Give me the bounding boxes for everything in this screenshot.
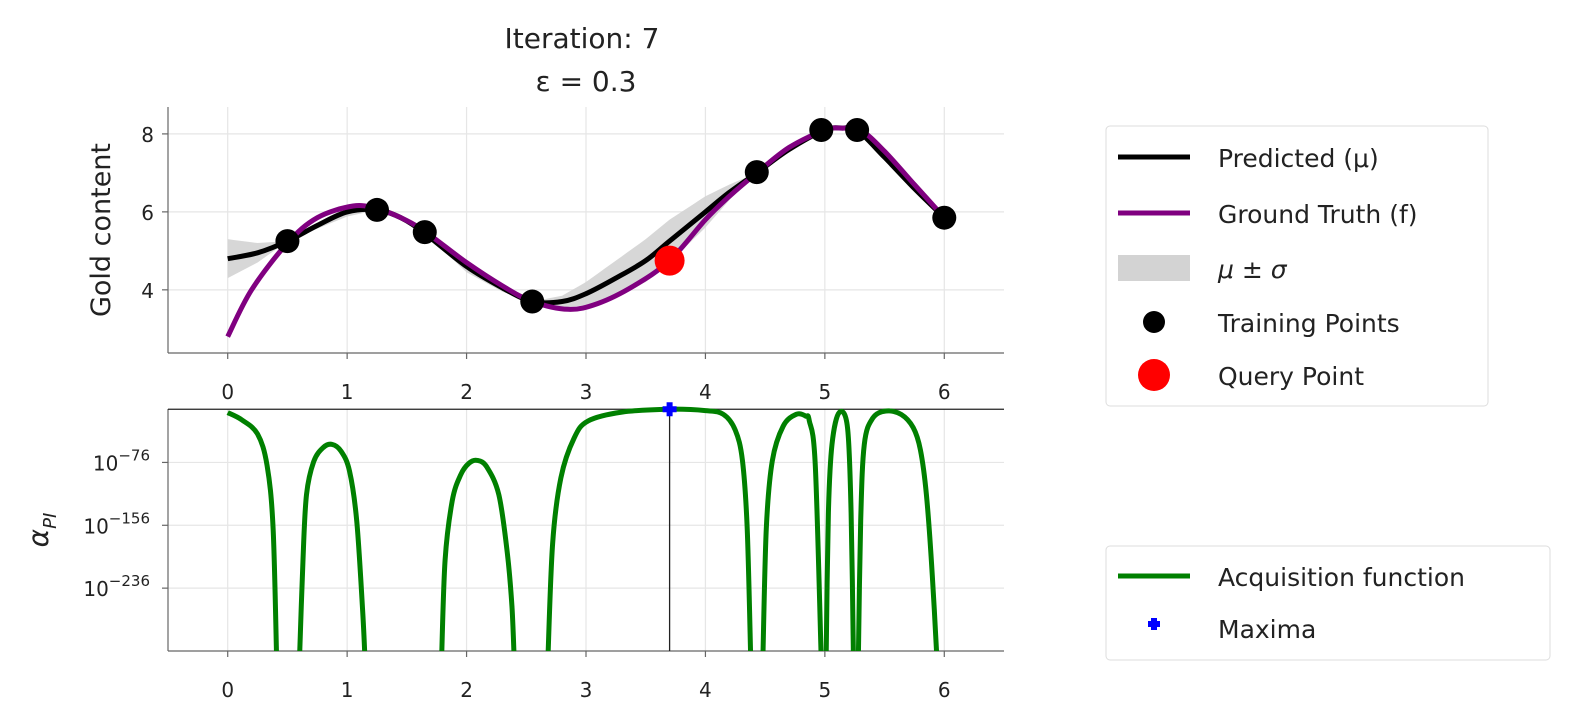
ytick-exponent: −76 — [118, 446, 150, 464]
ytick-base: 10 — [83, 514, 108, 538]
acquisition-line — [439, 457, 517, 651]
top-ytick-label: 4 — [141, 279, 154, 303]
training-point — [520, 289, 545, 314]
ylabel-sub: PI — [40, 513, 61, 529]
bottom-xtick-label: 1 — [341, 678, 354, 702]
legend-training-swatch — [1143, 311, 1165, 333]
top-xtick-label: 2 — [460, 380, 473, 404]
top-xtick-label: 5 — [818, 380, 831, 404]
bottom-xtick-label: 0 — [221, 678, 234, 702]
legend-truth-label: Ground Truth (f) — [1218, 200, 1418, 229]
maxima-marker — [662, 402, 677, 417]
bottom-xtick-label: 2 — [460, 678, 473, 702]
legend-query-label: Query Point — [1218, 362, 1364, 391]
chart-title-line2: ε = 0.3 — [536, 65, 637, 98]
legend-bottom: Acquisition function Maxima — [1105, 545, 1551, 661]
training-point — [845, 118, 870, 143]
bottom-ytick-label: 10−236 — [83, 572, 150, 601]
query-point — [654, 245, 685, 276]
ytick-base: 10 — [93, 451, 118, 475]
top-plot-area — [225, 124, 947, 338]
acquisition-line — [823, 408, 856, 651]
top-ytick-label: 6 — [141, 201, 154, 225]
training-point — [932, 205, 957, 230]
bottom-ytick-label: 10−76 — [93, 446, 150, 475]
ytick-base: 10 — [83, 577, 108, 601]
acquisition-line — [855, 408, 940, 651]
bottom-xtick-label: 4 — [699, 678, 712, 702]
legend-band-swatch — [1118, 255, 1190, 281]
top-axes: 0 1 2 3 4 5 6 4 6 8 — [141, 107, 1004, 404]
top-ylabel: Gold content — [86, 143, 117, 317]
ylabel-main: α — [22, 528, 55, 547]
legend-band-label: μ ± σ — [1217, 255, 1288, 284]
legend-predicted-label: Predicted (μ) — [1218, 144, 1379, 173]
top-ytick-label: 8 — [141, 123, 154, 147]
bottom-ytick-label: 10−156 — [83, 509, 150, 538]
legend-bottom-frame — [1105, 545, 1551, 661]
acquisition-line — [545, 406, 754, 651]
bottom-plot-area — [226, 406, 940, 651]
legend-top-frame — [1105, 125, 1489, 407]
bottom-xtick-label: 3 — [580, 678, 593, 702]
legend-query-swatch — [1138, 359, 1170, 391]
legend-maxima-swatch — [1148, 618, 1160, 630]
acquisition-line — [297, 441, 368, 651]
legend-training-label: Training Points — [1217, 309, 1400, 338]
bottom-xtick-label: 5 — [818, 678, 831, 702]
training-point — [412, 220, 437, 245]
bottom-ylabel: αPI — [22, 513, 61, 548]
top-xtick-label: 6 — [938, 380, 951, 404]
acquisition-line — [226, 410, 279, 651]
top-xtick-label: 4 — [699, 380, 712, 404]
chart-title-line1: Iteration: 7 — [505, 22, 660, 55]
training-point — [365, 197, 389, 222]
training-point — [275, 229, 300, 254]
ytick-exponent: −156 — [109, 509, 150, 527]
legend-maxima-label: Maxima — [1218, 615, 1316, 644]
legend-top: Predicted (μ) Ground Truth (f) μ ± σ Tra… — [1105, 125, 1489, 407]
top-xtick-label: 0 — [221, 380, 234, 404]
ground-truth-line — [225, 125, 947, 338]
top-xtick-label: 1 — [341, 380, 354, 404]
legend-acq-label: Acquisition function — [1218, 563, 1465, 592]
ytick-exponent: −236 — [109, 572, 150, 590]
bottom-xtick-label: 6 — [938, 678, 951, 702]
training-point — [809, 118, 834, 143]
acquisition-line — [760, 411, 824, 651]
top-xtick-label: 3 — [580, 380, 593, 404]
training-point — [744, 160, 769, 185]
